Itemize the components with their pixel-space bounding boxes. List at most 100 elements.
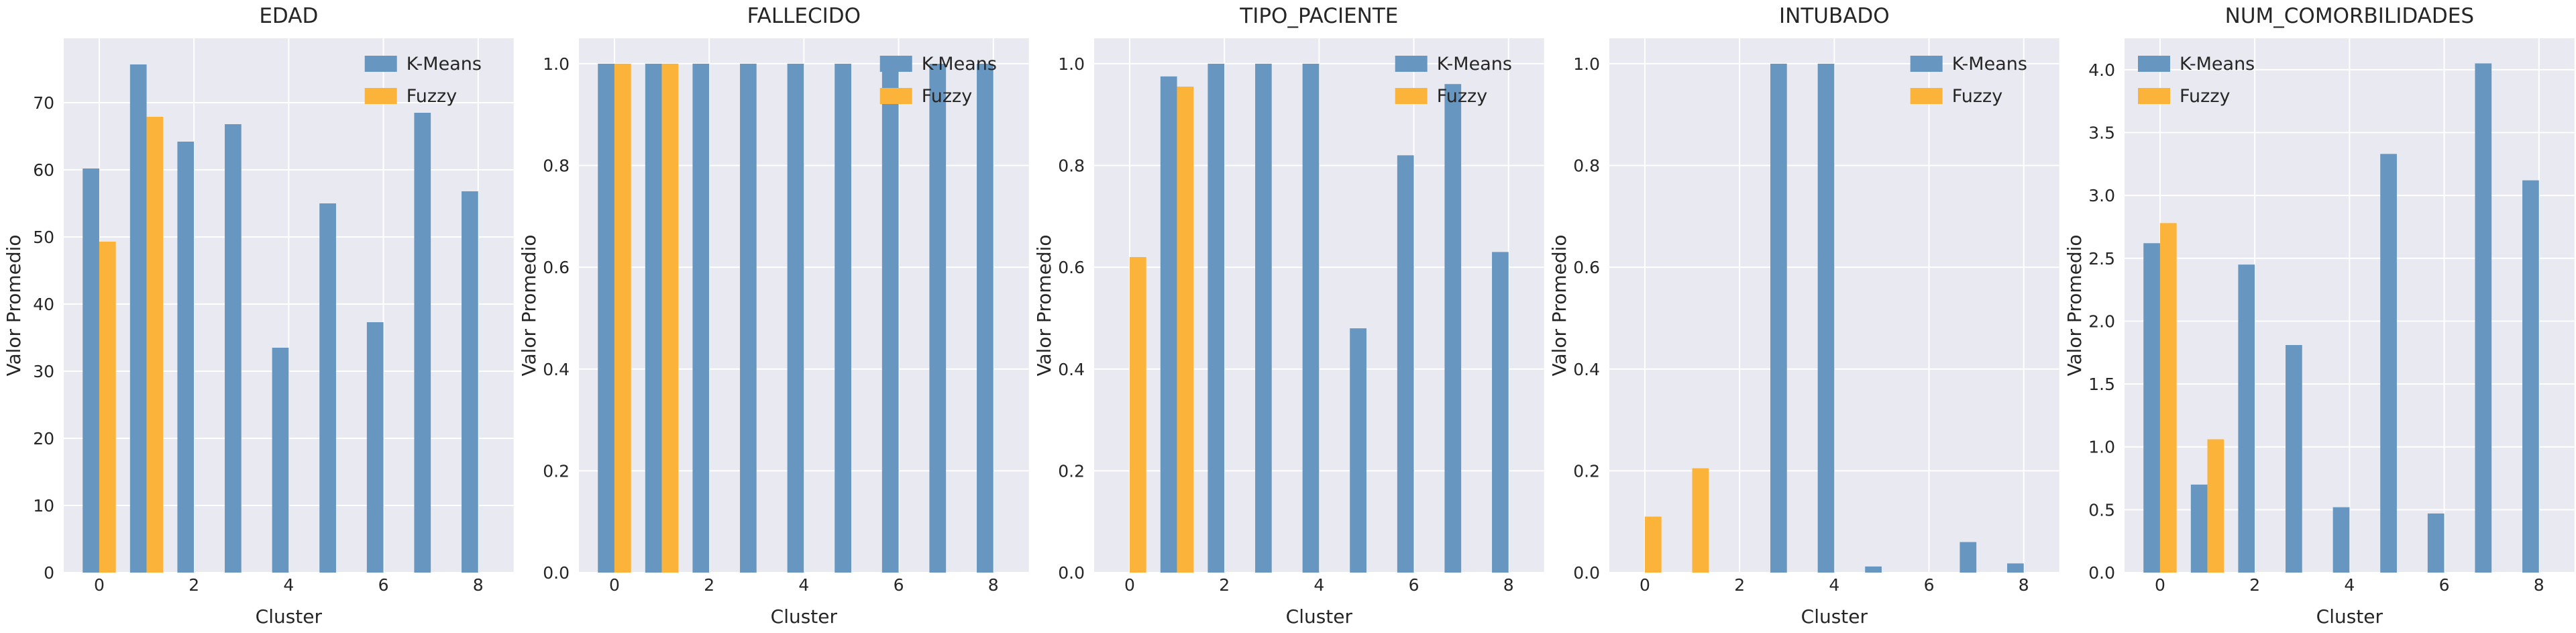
bar-kmeans-cluster-5 [835,63,851,573]
ytick-label: 0.8 [1573,156,1600,176]
ytick-label: 0.6 [543,258,570,277]
legend-swatch-fuzzy [2138,88,2170,104]
xtick-label: 2 [189,575,199,595]
x-axis-label: Cluster [771,605,838,628]
legend-swatch-kmeans [2138,56,2170,72]
ytick-label: 0.6 [1573,258,1600,277]
ytick-label: 0.2 [543,461,570,481]
chart-intubado: 0.0 0.2 0.4 0.6 0.8 1.0 0 2 4 6 8 Cluster Valor Prom… [1548,4,2059,628]
bar-fuzzy-cluster-0 [1129,256,1146,573]
legend-label-kmeans: K-Means [407,54,482,75]
xtick-label: 8 [1503,575,1514,595]
ytick-label: 70 [33,93,54,113]
subplot-fallecido: 0.0 0.2 0.4 0.6 0.8 1.0 0 2 4 6 8 Cluster Valor Prom… [515,0,1030,633]
x-axis-label: Cluster [2316,605,2383,628]
legend-swatch-fuzzy [879,88,912,104]
legend-label-kmeans: K-Means [1437,54,1512,75]
legend-swatch-kmeans [1395,56,1428,72]
y-axis-label: Valor Promedio [3,234,25,376]
legend-swatch-fuzzy [1910,88,1943,104]
ytick-label: 0.8 [1058,156,1085,176]
bar-kmeans-cluster-1 [2190,484,2208,573]
bar-fuzzy-cluster-0 [2159,223,2177,573]
bar-kmeans-cluster-7 [2475,63,2492,573]
xtick-label: 4 [1313,575,1324,595]
chart-title: EDAD [259,4,318,28]
ytick-label: 0.4 [543,360,570,379]
xtick-label: 0 [1640,575,1650,595]
legend-label-fuzzy: Fuzzy [407,86,458,107]
xtick-label: 2 [704,575,714,595]
xtick-label: 6 [1409,575,1419,595]
chart-edad: 0 10 20 30 40 50 60 70 0 2 4 6 8 Cluster Valor Promedi… [3,4,514,628]
legend-label-kmeans: K-Means [1952,54,2027,75]
legend-label-kmeans: K-Means [922,54,997,75]
ytick-label: 0.2 [1058,461,1085,481]
bar-kmeans-cluster-7 [1444,84,1462,573]
bar-fuzzy-cluster-1 [1177,87,1194,573]
bar-kmeans-cluster-3 [1770,63,1787,573]
ytick-label: 1.5 [2088,375,2115,394]
ytick-label: 0.0 [1573,563,1600,583]
xtick-label: 2 [1734,575,1745,595]
ytick-label: 0.0 [1058,563,1085,583]
ytick-label: 0.0 [2088,563,2115,583]
ytick-label: 0.5 [2088,500,2115,520]
bar-kmeans-cluster-7 [1960,542,1977,573]
bar-kmeans-cluster-2 [692,63,710,573]
y-axis-label: Valor Promedio [2063,234,2086,376]
xtick-label: 4 [2344,575,2355,595]
bar-fuzzy-cluster-0 [1644,516,1662,573]
ytick-label: 0.4 [1058,360,1085,379]
y-axis-label: Valor Promedio [1033,234,1055,376]
subplot-edad: 0 10 20 30 40 50 60 70 0 2 4 6 8 Cluster Valor Promedi… [0,0,515,633]
ytick-label: 0.6 [1058,258,1085,277]
bar-kmeans-cluster-6 [2427,513,2445,573]
bar-fuzzy-cluster-1 [2207,439,2224,573]
ytick-label: 40 [33,295,54,314]
xtick-label: 2 [1219,575,1230,595]
bar-kmeans-cluster-6 [1397,155,1414,573]
legend-swatch-kmeans [364,56,397,72]
subplot-num-comorbilidades: 0.0 0.5 1.0 1.5 2.0 2.5 3.0 3.5 4.0 0 2 4 6 8 Cluster V… [2061,0,2576,633]
subplot-tipo-paciente: 0.0 0.2 0.4 0.6 0.8 1.0 0 2 4 6 8 Cluster Valor Prom… [1030,0,1546,633]
chart-title: NUM_COMORBILIDADES [2225,4,2474,28]
chart-title: TIPO_PACIENTE [1239,4,1398,28]
bar-fuzzy-cluster-1 [661,63,679,573]
bar-kmeans-cluster-6 [881,63,899,573]
ytick-label: 3.5 [2088,123,2115,142]
y-axis-label: Valor Promedio [518,234,540,376]
xtick-label: 8 [473,575,484,595]
ytick-label: 60 [33,160,54,180]
bar-kmeans-cluster-1 [1160,76,1177,573]
ytick-label: 2.0 [2088,311,2115,331]
xtick-label: 0 [2155,575,2165,595]
chart-fallecido: 0.0 0.2 0.4 0.6 0.8 1.0 0 2 4 6 8 Cluster Valor Prom… [518,4,1029,628]
bar-kmeans-cluster-2 [177,142,195,573]
bar-kmeans-cluster-4 [1302,63,1320,573]
ytick-label: 30 [33,362,54,381]
bar-kmeans-cluster-7 [929,63,947,573]
bar-kmeans-cluster-0 [83,168,99,573]
legend-label-fuzzy: Fuzzy [1952,86,2003,107]
ytick-label: 0.4 [1573,360,1600,379]
bar-kmeans-cluster-7 [414,113,431,573]
ytick-label: 3.0 [2088,186,2115,205]
bar-kmeans-cluster-6 [366,322,384,573]
ytick-label: 0.2 [1573,461,1600,481]
legend-label-kmeans: K-Means [2180,54,2255,75]
legend-swatch-fuzzy [1395,88,1428,104]
bar-kmeans-cluster-0 [2143,243,2160,573]
ytick-label: 0 [44,563,54,583]
xtick-label: 6 [378,575,389,595]
ytick-label: 10 [33,496,54,516]
xtick-label: 8 [988,575,999,595]
ytick-label: 1.0 [1058,54,1085,74]
xtick-label: 2 [2249,575,2260,595]
bar-kmeans-cluster-3 [2286,344,2302,573]
bar-kmeans-cluster-5 [1865,566,1882,573]
ytick-label: 4.0 [2088,60,2115,80]
bar-fuzzy-cluster-1 [146,117,164,573]
xtick-label: 8 [2019,575,2029,595]
